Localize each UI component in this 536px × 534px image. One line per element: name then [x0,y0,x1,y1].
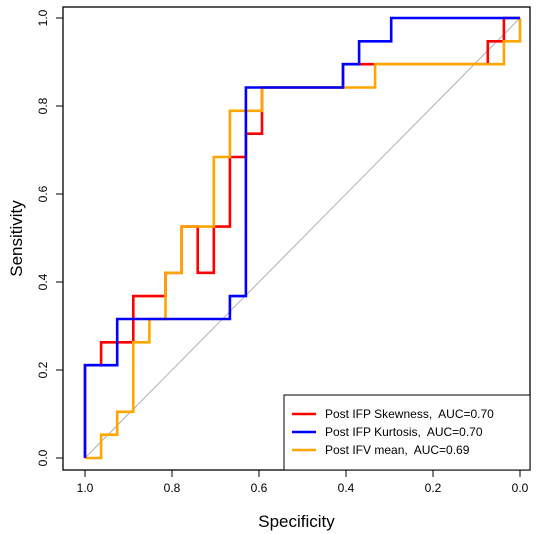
legend-entry-name: Post IFV mean, [325,443,408,457]
reference-diagonal [84,17,521,459]
y-tick-label: 0.2 [36,361,50,378]
x-tick-label: 0.2 [425,481,442,495]
series-line-post-ifv-mean [85,18,522,460]
x-axis-title: Specificity [258,512,335,531]
legend-box [283,394,531,471]
legend-entry-auc: AUC=0.69 [414,443,470,457]
x-axis: 1.0 0.8 0.6 0.4 0.2 0.0 [77,470,529,495]
legend-entry-name: Post IFP Kurtosis, [325,425,421,439]
x-tick-label: 0.8 [164,481,181,495]
x-tick-label: 0.0 [512,481,529,495]
y-tick-label: 0.0 [36,449,50,466]
y-tick-label: 0.4 [36,273,50,290]
legend: Post IFP Skewness, AUC=0.70 Post IFP Kurto… [283,394,531,471]
x-tick-label: 0.4 [338,481,355,495]
y-tick-label: 1.0 [36,9,50,26]
y-axis: 0.0 0.2 0.4 0.6 0.8 1.0 [36,9,63,466]
series-line-post-ifp-kurtosis [83,16,520,458]
legend-entry-name: Post IFP Skewness, [325,407,432,421]
x-tick-label: 0.6 [251,481,268,495]
y-tick-label: 0.6 [36,185,50,202]
legend-entry-auc: AUC=0.70 [427,425,483,439]
y-axis-title: Sensitivity [7,200,26,277]
x-tick-label: 1.0 [77,481,94,495]
diagonal-layer [84,17,521,459]
legend-entry-auc: AUC=0.70 [438,407,494,421]
y-tick-label: 0.8 [36,97,50,114]
series-layer [83,16,522,460]
